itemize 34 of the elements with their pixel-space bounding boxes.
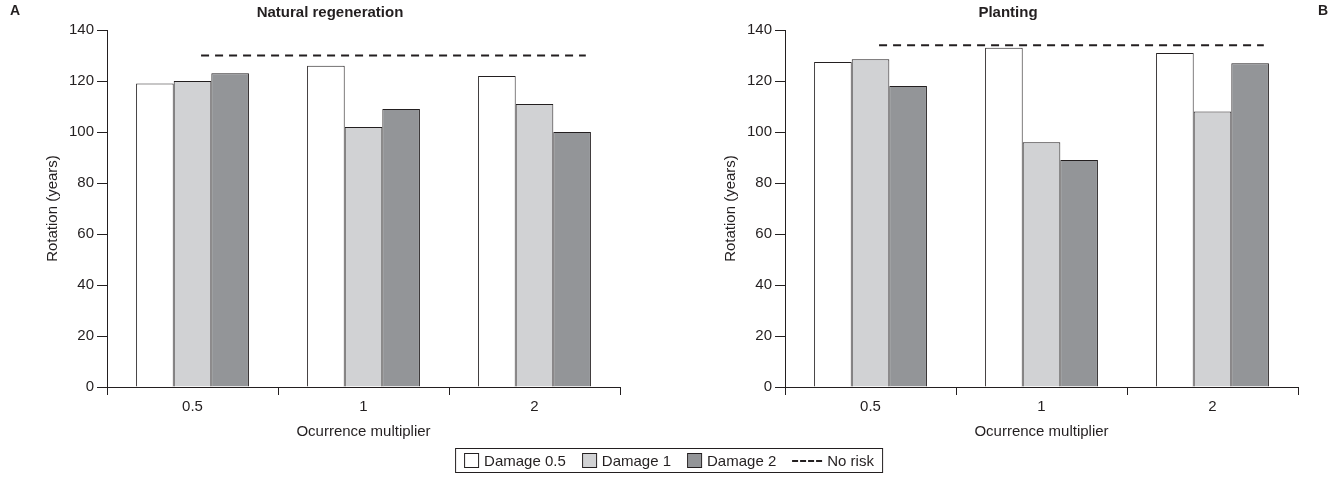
text: B (1317, 2, 1328, 18)
x-axis-title: Ocurrence multiplier (296, 422, 431, 440)
legend-label: Damage 2 (707, 452, 777, 469)
y-tick-label: 140 (747, 20, 773, 38)
x-tick-label: 1 (359, 397, 368, 415)
x-tick-label: 0.5 (182, 397, 203, 415)
x-tick-label: 0.5 (860, 397, 881, 415)
legend-label: No risk (827, 452, 874, 469)
y-tick-label: 80 (755, 173, 773, 191)
chart-title: Natural regeneration (256, 3, 404, 21)
y-tick-label: 20 (755, 326, 773, 344)
y-tick-label: 80 (77, 173, 95, 191)
y-tick-label: 0 (763, 377, 773, 395)
y-tick-label: 40 (77, 275, 95, 293)
chart-title: Planting (978, 3, 1038, 21)
y-axis-title: Rotation (years) (43, 155, 61, 262)
y-tick-label: 40 (755, 275, 773, 293)
y-tick-label: 60 (755, 224, 773, 242)
legend-label: Damage 0.5 (484, 452, 566, 469)
y-tick-label: 20 (77, 326, 95, 344)
y-tick-label: 120 (69, 71, 95, 89)
legend-label: Damage 1 (601, 452, 672, 469)
y-axis-title: Rotation (years) (721, 155, 739, 262)
x-tick-label: 1 (1037, 397, 1046, 415)
text: A (10, 2, 21, 18)
y-tick-label: 100 (69, 122, 95, 140)
y-tick-label: 120 (747, 71, 773, 89)
y-tick-label: 140 (69, 20, 95, 38)
y-tick-label: 60 (77, 224, 95, 242)
x-tick-label: 2 (1208, 397, 1217, 415)
x-axis-title: Ocurrence multiplier (974, 422, 1109, 440)
x-tick-label: 2 (530, 397, 539, 415)
y-tick-label: 100 (747, 122, 773, 140)
y-tick-label: 0 (85, 377, 95, 395)
